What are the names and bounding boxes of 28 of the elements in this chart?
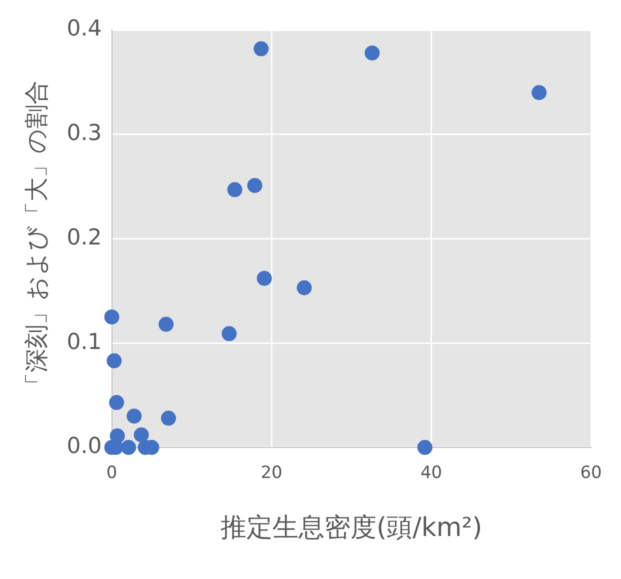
y-tick-label: 0.0 — [66, 434, 102, 460]
point — [256, 270, 272, 286]
point — [104, 309, 120, 324]
point — [121, 440, 136, 455]
y-tick-label: 0.4 — [66, 16, 102, 42]
point — [296, 280, 312, 296]
y-tick-label: 0.3 — [66, 121, 102, 146]
x-axis-title: 推定生息密度(頭/km²) — [220, 513, 482, 544]
point — [109, 395, 124, 410]
x-tick-label: 0 — [106, 463, 118, 484]
point — [364, 45, 380, 60]
point — [532, 85, 547, 100]
point — [227, 182, 242, 198]
point — [158, 316, 174, 332]
point — [134, 427, 149, 442]
point — [222, 326, 237, 342]
x-tick-label: 40 — [420, 463, 442, 484]
point — [247, 178, 262, 193]
point — [254, 41, 269, 56]
point — [160, 410, 176, 426]
x-tick-label: 20 — [260, 463, 282, 484]
y-axis-title: 「深刻」および「大」の割合 — [22, 80, 51, 397]
point — [106, 353, 122, 368]
x-tick-label: 60 — [580, 463, 602, 484]
y-tick-label: 0.1 — [66, 330, 102, 355]
point — [126, 408, 142, 424]
y-tick-label: 0.2 — [66, 225, 102, 250]
point — [417, 440, 432, 455]
